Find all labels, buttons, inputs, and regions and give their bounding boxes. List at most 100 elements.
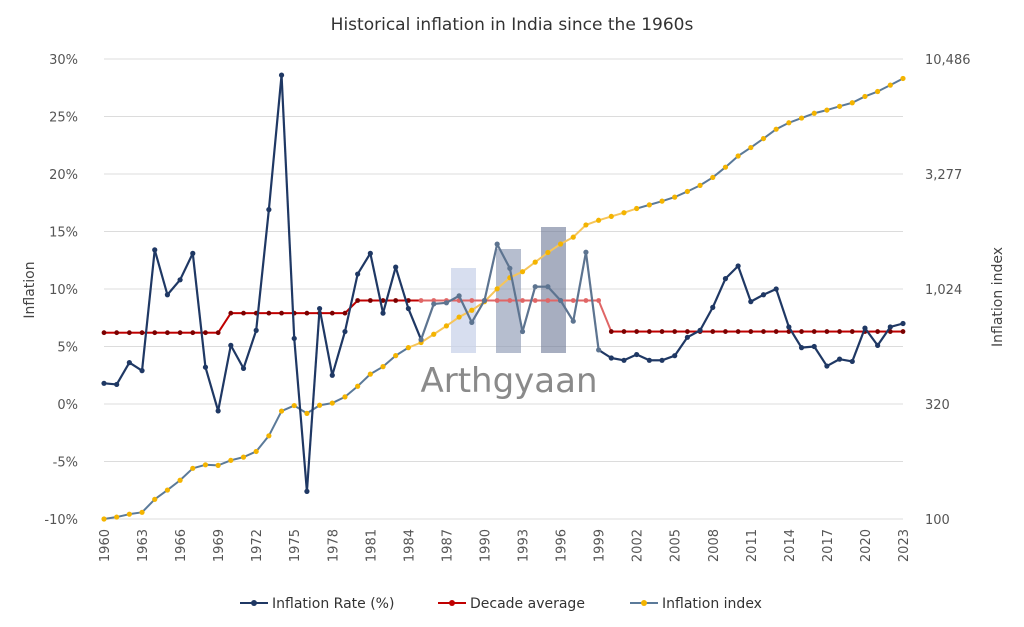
index-point	[887, 82, 893, 88]
rate-line-segment	[153, 249, 169, 296]
index-point	[646, 202, 652, 208]
index-point	[570, 234, 576, 240]
decade-point	[748, 329, 754, 334]
decade-point	[152, 330, 158, 336]
decade-point	[494, 298, 500, 303]
index-point	[583, 222, 589, 228]
decade-point	[177, 330, 183, 336]
rate-point	[862, 325, 868, 331]
rate-line-segment	[369, 253, 385, 314]
index-line-segment	[255, 435, 270, 453]
index-line-segment	[762, 128, 777, 140]
index-point	[114, 514, 120, 520]
decade-point	[799, 329, 804, 334]
x-tick-label: 1996	[555, 529, 570, 562]
index-point	[849, 100, 855, 106]
rate-point	[139, 368, 145, 374]
decade-point	[114, 330, 120, 336]
rate-point	[418, 337, 424, 343]
decade-point	[634, 329, 640, 334]
rate-point	[317, 305, 323, 312]
rate-point	[722, 276, 729, 282]
y2-axis-title: Inflation index	[990, 247, 1006, 347]
rate-line-segment	[458, 295, 473, 323]
index-point	[393, 353, 399, 359]
index-point	[824, 107, 830, 113]
decade-point	[393, 298, 399, 303]
decade-point	[761, 329, 766, 334]
rate-line-segment	[280, 75, 296, 339]
decade-point	[596, 298, 602, 303]
decade-point	[367, 298, 373, 303]
index-point	[329, 400, 335, 406]
legend-item-inflation-index[interactable]: Inflation index	[630, 596, 762, 612]
x-tick-label: 1960	[98, 529, 113, 562]
rate-point	[570, 318, 576, 324]
index-point	[317, 402, 323, 408]
index-point	[304, 410, 310, 416]
rate-point	[431, 301, 437, 307]
rate-point	[456, 293, 462, 299]
x-axis-ticks: 1960 1963 1966 1969 1972 1975 1978 1981 1984 1987…	[98, 529, 912, 562]
rate-point	[507, 265, 513, 271]
index-point	[862, 93, 868, 100]
rate-point	[608, 355, 614, 361]
rate-line-segment	[787, 326, 803, 349]
index-point	[900, 75, 906, 82]
x-tick-label: 1969	[212, 529, 227, 562]
rate-point	[710, 304, 716, 310]
rate-line-segment	[305, 308, 321, 492]
decade-point	[570, 298, 576, 303]
rate-point	[329, 372, 335, 378]
rate-line-segment	[876, 326, 892, 346]
legend-marker-inflation-index	[641, 600, 647, 606]
chart-title: Historical inflation in India since the …	[331, 15, 694, 35]
x-tick-label: 2011	[745, 529, 760, 562]
y-tick-label: 5%	[57, 341, 78, 356]
rate-line-segment	[547, 285, 562, 302]
index-point	[228, 457, 234, 463]
legend-item-decade-average[interactable]: Decade average	[438, 596, 585, 612]
rate-line-segment	[115, 362, 131, 386]
rate-point	[126, 360, 132, 366]
index-point	[355, 383, 361, 389]
x-tick-label: 1975	[288, 529, 303, 562]
decade-point	[837, 329, 842, 334]
rate-point	[748, 299, 754, 305]
rate-point	[798, 345, 805, 351]
rate-point	[887, 324, 893, 330]
rate-point	[190, 250, 196, 256]
rate-point	[443, 300, 450, 306]
y2-tick-label: 1,024	[925, 283, 962, 298]
decade-point	[545, 298, 551, 303]
legend-item-inflation-rate[interactable]: Inflation Rate (%)	[240, 596, 394, 612]
rate-point	[659, 357, 665, 363]
rate-point	[393, 264, 399, 270]
rate-line-segment	[711, 278, 727, 308]
decade-point	[520, 298, 525, 303]
decade-point	[355, 298, 361, 303]
rate-line-segment	[356, 252, 372, 275]
index-point	[722, 164, 729, 170]
rate-line-segment	[255, 209, 270, 331]
rate-line-segment	[191, 253, 207, 368]
index-point	[798, 115, 805, 121]
x-tick-label: 2008	[707, 529, 722, 562]
index-point	[710, 174, 716, 181]
decade-point	[824, 329, 830, 334]
decade-point	[266, 310, 272, 316]
y-tick-label: 25%	[49, 111, 78, 126]
rate-point	[786, 324, 792, 330]
decade-point	[621, 329, 627, 334]
x-tick-label: 1963	[136, 529, 151, 562]
decade-point	[900, 329, 906, 334]
y-tick-label: 0%	[57, 398, 78, 413]
legend: Inflation Rate (%) Decade average Inflat…	[240, 596, 762, 612]
rate-line-segment	[508, 268, 524, 332]
x-tick-label: 1972	[250, 529, 265, 562]
rate-line-segment	[673, 336, 689, 357]
rate-line-segment	[381, 266, 397, 314]
decade-point	[380, 298, 386, 303]
decade-point	[228, 310, 234, 316]
x-tick-label: 2023	[897, 529, 912, 562]
